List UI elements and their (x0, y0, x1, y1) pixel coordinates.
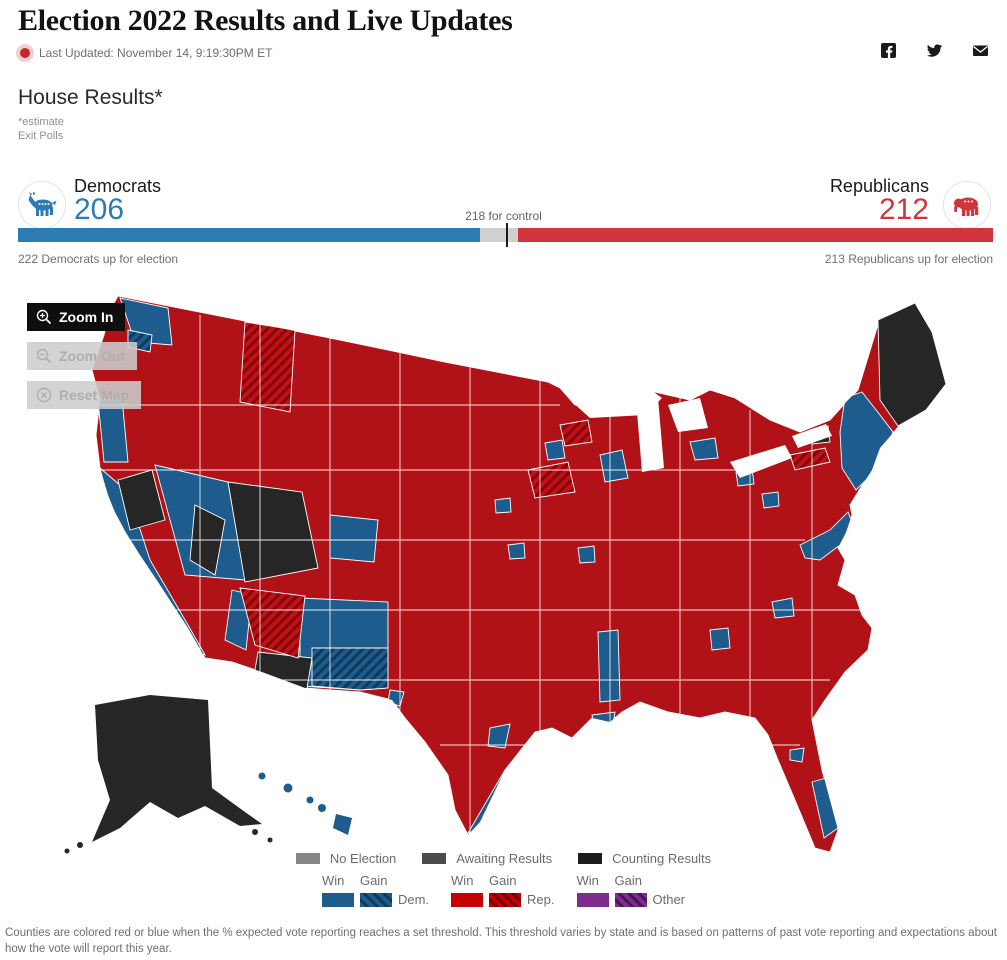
facebook-icon[interactable] (880, 42, 897, 59)
rep-gain-swatch (489, 892, 522, 907)
democrats-label: Democrats (74, 176, 162, 196)
legend-counting-results: Counting Results (578, 851, 711, 866)
estimate-note: *estimate (18, 116, 64, 128)
page-title: Election 2022 Results and Live Updates (18, 4, 513, 37)
last-updated-text: Last Updated: November 14, 9:19:30PM ET (39, 46, 273, 60)
us-house-results-map[interactable] (0, 285, 1007, 860)
legend-awaiting-results: Awaiting Results (422, 851, 552, 866)
map-controls: Zoom In Zoom Out Reset Map (27, 303, 142, 409)
other-win-swatch (576, 892, 609, 907)
reset-map-button[interactable]: Reset Map (27, 381, 142, 409)
democrat-bar-segment (18, 228, 480, 242)
republicans-label: Republicans (829, 176, 929, 196)
uncalled-bar-segment (479, 228, 518, 242)
legend-party-row: Win Gain Dem. Win Gain Rep. Win Gain Other (321, 873, 686, 907)
elephant-icon (954, 197, 979, 216)
no-election-swatch (295, 853, 320, 864)
democrats-seat-count: 206 (74, 193, 125, 226)
control-threshold-tick (505, 223, 508, 247)
republicans-seat-count: 212 (878, 193, 929, 226)
map-hawaii-democratic (258, 772, 352, 835)
awaiting-results-swatch (422, 853, 447, 864)
reset-x-circle-icon (36, 387, 52, 403)
great-lakes (570, 382, 832, 478)
map-legend: No Election Awaiting Results Counting Re… (0, 851, 1007, 907)
control-threshold-label: 218 for control (465, 209, 542, 223)
legend-no-election: No Election (295, 851, 396, 866)
live-indicator-icon (20, 48, 30, 58)
legend-status-row: No Election Awaiting Results Counting Re… (295, 851, 711, 866)
map-section: Zoom In Zoom Out Reset Map (0, 285, 1007, 907)
section-title: House Results* (18, 86, 163, 109)
map-alaska-counting (64, 695, 273, 854)
share-bar (880, 42, 989, 59)
other-gain-swatch (614, 892, 647, 907)
email-icon[interactable] (972, 42, 989, 59)
zoom-in-button[interactable]: Zoom In (27, 303, 126, 331)
legend-republican-group: Win Gain Rep. (451, 873, 555, 907)
donkey-icon (28, 192, 57, 216)
up-for-election-row: 222 Democrats up for election 213 Republ… (18, 252, 993, 266)
twitter-icon[interactable] (926, 42, 943, 59)
magnifier-minus-icon (36, 348, 52, 364)
zoom-out-button[interactable]: Zoom Out (27, 342, 138, 370)
magnifier-plus-icon (36, 309, 52, 325)
counting-results-swatch (578, 853, 603, 864)
democrats-up-for-election: 222 Democrats up for election (18, 252, 179, 266)
map-maine-counting (877, 302, 947, 427)
democrat-avatar (18, 181, 66, 229)
republicans-up-for-election: 213 Republicans up for election (824, 252, 993, 266)
dem-gain-swatch (359, 892, 392, 907)
legend-democrat-group: Win Gain Dem. (321, 873, 430, 907)
republican-bar-segment (517, 228, 993, 242)
legend-other-group: Win Gain Other (576, 873, 686, 907)
methodology-note: Counties are colored red or blue when th… (5, 927, 997, 955)
rep-win-swatch (451, 892, 484, 907)
exit-polls-link[interactable]: Exit Polls (18, 130, 64, 142)
seat-balance-bar (18, 223, 993, 247)
last-updated: Last Updated: November 14, 9:19:30PM ET (20, 46, 272, 60)
dem-win-swatch (321, 892, 354, 907)
